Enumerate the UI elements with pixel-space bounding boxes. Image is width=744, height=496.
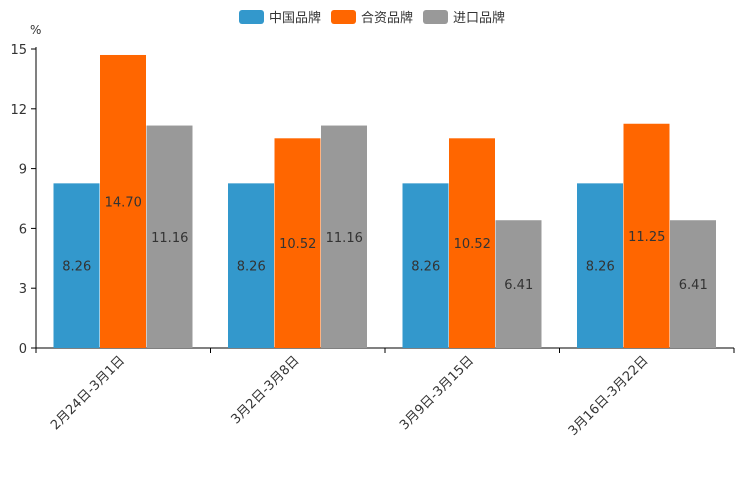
legend-item-import[interactable]: 进口品牌 — [423, 7, 505, 26]
data-label: 8.26 — [586, 260, 615, 275]
bar-import — [670, 220, 716, 348]
bar-china — [228, 183, 274, 348]
y-axis-unit: % — [30, 23, 41, 37]
x-tick-label: 3月2日-3月8日 — [228, 353, 302, 427]
legend-label-china: 中国品牌 — [268, 11, 321, 26]
legend-label-import: 进口品牌 — [453, 11, 506, 26]
y-tick-label: 15 — [10, 43, 27, 58]
y-tick-label: 0 — [19, 342, 27, 357]
data-label: 8.26 — [411, 260, 440, 275]
data-label: 11.16 — [326, 231, 363, 246]
legend-item-joint[interactable]: 合资品牌 — [330, 7, 413, 26]
data-label: 8.26 — [237, 260, 266, 275]
y-tick-label: 3 — [19, 282, 27, 297]
legend: 中国品牌 合资品牌 进口品牌 — [0, 7, 744, 26]
legend-label-joint: 合资品牌 — [360, 11, 413, 26]
data-label: 10.52 — [279, 237, 316, 252]
bar-joint — [449, 138, 495, 348]
bar-joint — [100, 54, 146, 348]
bar-joint — [274, 138, 321, 348]
data-label: 11.16 — [151, 231, 188, 246]
legend-swatch-joint — [330, 9, 356, 24]
y-tick-label: 12 — [10, 103, 27, 118]
bar-china — [402, 183, 449, 348]
legend-swatch-china — [238, 9, 264, 24]
bar-china — [577, 183, 623, 348]
legend-item-china[interactable]: 中国品牌 — [238, 7, 321, 26]
bar-import — [146, 125, 193, 348]
data-label: 10.52 — [454, 237, 491, 252]
data-label: 11.25 — [628, 230, 665, 245]
bar-import — [321, 125, 367, 348]
legend-swatch-import — [423, 9, 448, 24]
data-label: 14.70 — [105, 195, 142, 210]
y-tick-label: 9 — [19, 163, 27, 178]
data-label: 6.41 — [679, 278, 708, 293]
data-label: 6.41 — [504, 278, 533, 293]
data-label: 8.26 — [62, 260, 91, 275]
bar-import — [495, 220, 542, 348]
x-tick-label: 3月9日-3月15日 — [397, 353, 477, 433]
bar-china — [53, 183, 100, 348]
y-tick-label: 6 — [19, 222, 27, 237]
x-tick-label: 3月16日-3月22日 — [566, 353, 652, 439]
x-tick-label: 2月24日-3月1日 — [48, 353, 128, 433]
bar-joint — [623, 123, 670, 348]
